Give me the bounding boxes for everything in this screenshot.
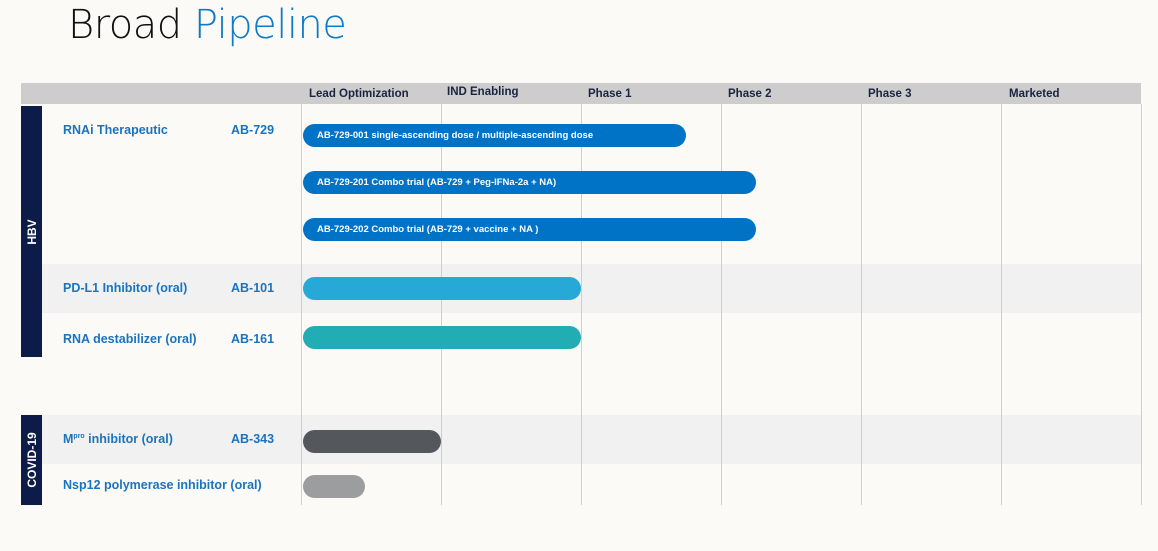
- program-label: PD-L1 Inhibitor (oral): [63, 281, 188, 295]
- program-label: Mpro inhibitor (oral): [63, 432, 173, 446]
- phase-header: [21, 83, 1141, 104]
- grid-line: [721, 104, 722, 505]
- program-code: AB-343: [231, 432, 275, 446]
- title-part1: Broad: [68, 2, 182, 48]
- trial-bar: [303, 326, 581, 349]
- grid-line: [581, 104, 582, 505]
- program-code: AB-101: [231, 281, 275, 295]
- group-label-covid-19: COVID-19: [21, 415, 42, 505]
- label-superscript: pro: [73, 432, 85, 440]
- page-title: Broad Pipeline: [68, 2, 347, 48]
- phase-label: Marketed: [1009, 88, 1060, 100]
- group-name: HBV: [24, 218, 39, 245]
- row-band: [42, 264, 1141, 313]
- program-label: Nsp12 polymerase inhibitor (oral): [63, 478, 262, 492]
- program-code: AB-729: [231, 123, 275, 137]
- phase-label: Phase 2: [728, 88, 772, 100]
- program-label: RNAi Therapeutic: [63, 123, 168, 137]
- phase-label: Phase 1: [588, 88, 632, 100]
- title-part2: Pipeline: [193, 2, 347, 48]
- grid-line: [1141, 104, 1142, 505]
- grid-line: [1001, 104, 1002, 505]
- grid-line: [301, 104, 302, 505]
- group-label-hbv: HBV: [21, 106, 42, 357]
- grid-line: [861, 104, 862, 505]
- program-label: RNA destabilizer (oral): [63, 332, 197, 346]
- row-band: [42, 415, 1141, 464]
- trial-bar: [303, 430, 441, 453]
- trial-bar: [303, 277, 581, 300]
- program-code: AB-161: [231, 332, 275, 346]
- grid-line: [441, 104, 442, 505]
- trial-bar: AB-729-001 single-ascending dose / multi…: [303, 124, 686, 147]
- group-name: COVID-19: [24, 432, 39, 488]
- phase-label: IND Enabling: [447, 86, 519, 98]
- trial-bar: [303, 475, 366, 498]
- phase-label: Phase 3: [868, 88, 912, 100]
- trial-bar: AB-729-201 Combo trial (AB-729 + Peg-IFN…: [303, 171, 756, 194]
- phase-label: Lead Optimization: [309, 88, 409, 100]
- trial-bar: AB-729-202 Combo trial (AB-729 + vaccine…: [303, 218, 756, 241]
